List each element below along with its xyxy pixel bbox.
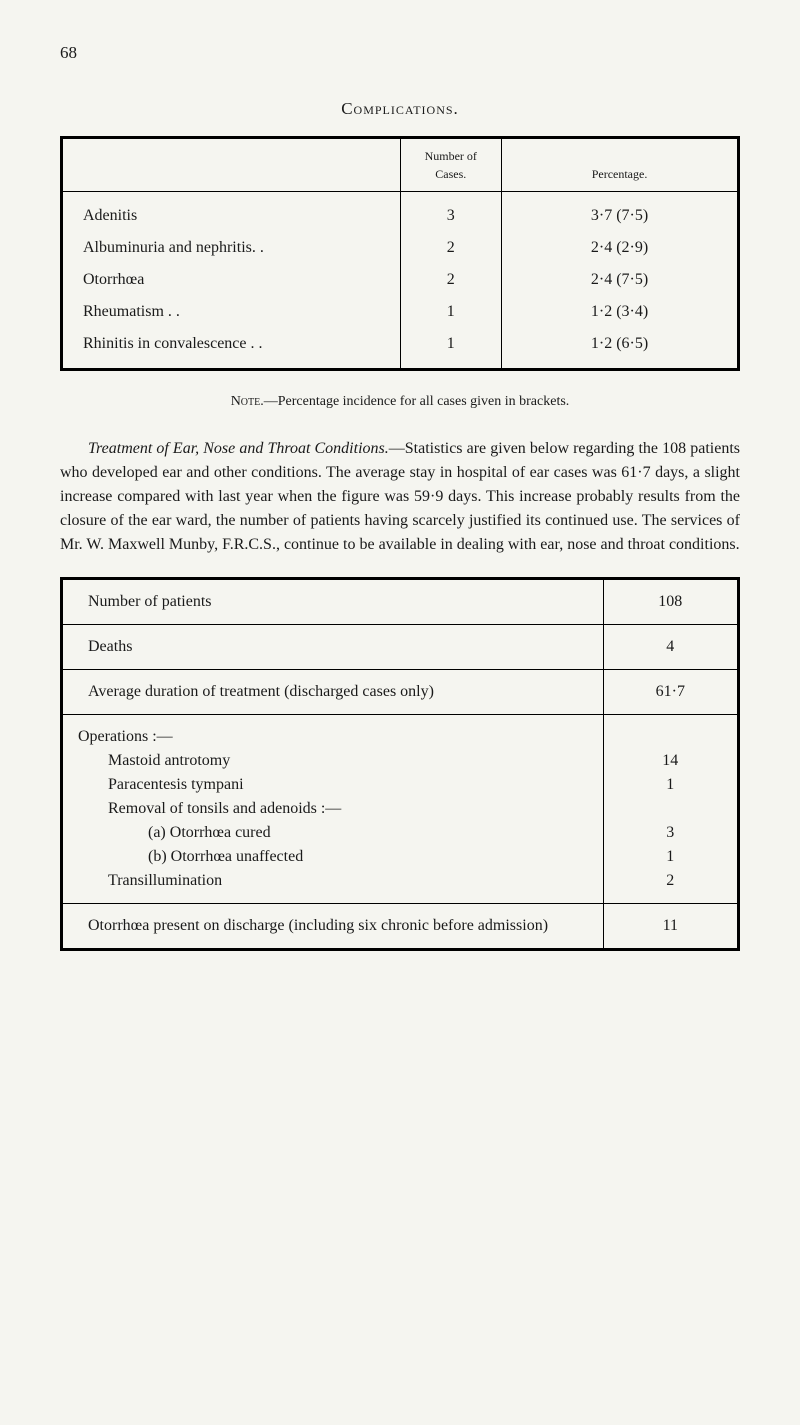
table-row: Rhinitis in convalescence . . 1 1·2 (6·5… bbox=[62, 328, 739, 370]
table-row: Albuminuria and nephritis. . 2 2·4 (2·9) bbox=[62, 232, 739, 264]
cases-cell: 2 bbox=[400, 232, 502, 264]
table-row: Otorrhœa 2 2·4 (7·5) bbox=[62, 264, 739, 296]
operation-item: Paracentesis tympani bbox=[88, 773, 588, 797]
cases-cell: 2 bbox=[400, 264, 502, 296]
treatment-label: Deaths bbox=[62, 625, 604, 670]
table-row: Number of patients 108 bbox=[62, 579, 739, 625]
operations-values: 141 312 bbox=[603, 715, 738, 904]
percentage-cell: 2·4 (7·5) bbox=[502, 264, 739, 296]
operations-row: Operations :—Mastoid antrotomyParacentes… bbox=[62, 715, 739, 904]
operation-item: (a) Otorrhœa cured bbox=[108, 821, 588, 845]
table-header-cases: Number of Cases. bbox=[400, 138, 502, 192]
cases-cell: 1 bbox=[400, 296, 502, 328]
page-number: 68 bbox=[60, 40, 740, 66]
operation-value: 2 bbox=[619, 869, 722, 893]
treatment-value: 4 bbox=[603, 625, 738, 670]
table-header-percentage: Percentage. bbox=[502, 138, 739, 192]
table-row: Deaths 4 bbox=[62, 625, 739, 670]
condition-cell: Adenitis bbox=[62, 192, 401, 233]
treatment-value: 108 bbox=[603, 579, 738, 625]
condition-cell: Otorrhœa bbox=[62, 264, 401, 296]
treatment-paragraph: Treatment of Ear, Nose and Throat Condit… bbox=[60, 437, 740, 557]
condition-cell: Albuminuria and nephritis. . bbox=[62, 232, 401, 264]
treatment-label: Average duration of treatment (discharge… bbox=[62, 670, 604, 715]
paragraph-lead: Treatment of Ear, Nose and Throat Condit… bbox=[88, 440, 389, 457]
table-row: Otorrhœa present on discharge (including… bbox=[62, 904, 739, 950]
treatment-label: Otorrhœa present on discharge (including… bbox=[62, 904, 604, 950]
operation-value bbox=[619, 797, 722, 821]
treatment-table: Number of patients 108 Deaths 4 Average … bbox=[60, 577, 740, 951]
treatment-label: Number of patients bbox=[62, 579, 604, 625]
table-row: Average duration of treatment (discharge… bbox=[62, 670, 739, 715]
table-header-empty bbox=[62, 138, 401, 192]
operation-item: Removal of tonsils and adenoids :— bbox=[88, 797, 588, 821]
operations-cell: Operations :—Mastoid antrotomyParacentes… bbox=[62, 715, 604, 904]
percentage-cell: 2·4 (2·9) bbox=[502, 232, 739, 264]
operation-value: 14 bbox=[619, 749, 722, 773]
note-body: —Percentage incidence for all cases give… bbox=[264, 394, 570, 409]
percentage-cell: 3·7 (7·5) bbox=[502, 192, 739, 233]
complications-title: Complications. bbox=[60, 96, 740, 122]
operation-value: 1 bbox=[619, 773, 722, 797]
note-text: Note.—Percentage incidence for all cases… bbox=[60, 391, 740, 412]
percentage-cell: 1·2 (6·5) bbox=[502, 328, 739, 370]
operations-header: Operations :— bbox=[78, 725, 588, 749]
note-label: Note. bbox=[231, 394, 264, 409]
operation-item: Transillumination bbox=[88, 869, 588, 893]
treatment-value: 11 bbox=[603, 904, 738, 950]
cases-cell: 1 bbox=[400, 328, 502, 370]
condition-cell: Rhinitis in convalescence . . bbox=[62, 328, 401, 370]
percentage-cell: 1·2 (3·4) bbox=[502, 296, 739, 328]
operation-value: 1 bbox=[619, 845, 722, 869]
operation-item: (b) Otorrhœa unaffected bbox=[108, 845, 588, 869]
table-row: Rheumatism . . 1 1·2 (3·4) bbox=[62, 296, 739, 328]
complications-table: Number of Cases. Percentage. Adenitis 3 … bbox=[60, 136, 740, 371]
treatment-value: 61·7 bbox=[603, 670, 738, 715]
operation-item: Mastoid antrotomy bbox=[88, 749, 588, 773]
operation-value: 3 bbox=[619, 821, 722, 845]
table-row: Adenitis 3 3·7 (7·5) bbox=[62, 192, 739, 233]
cases-cell: 3 bbox=[400, 192, 502, 233]
condition-cell: Rheumatism . . bbox=[62, 296, 401, 328]
